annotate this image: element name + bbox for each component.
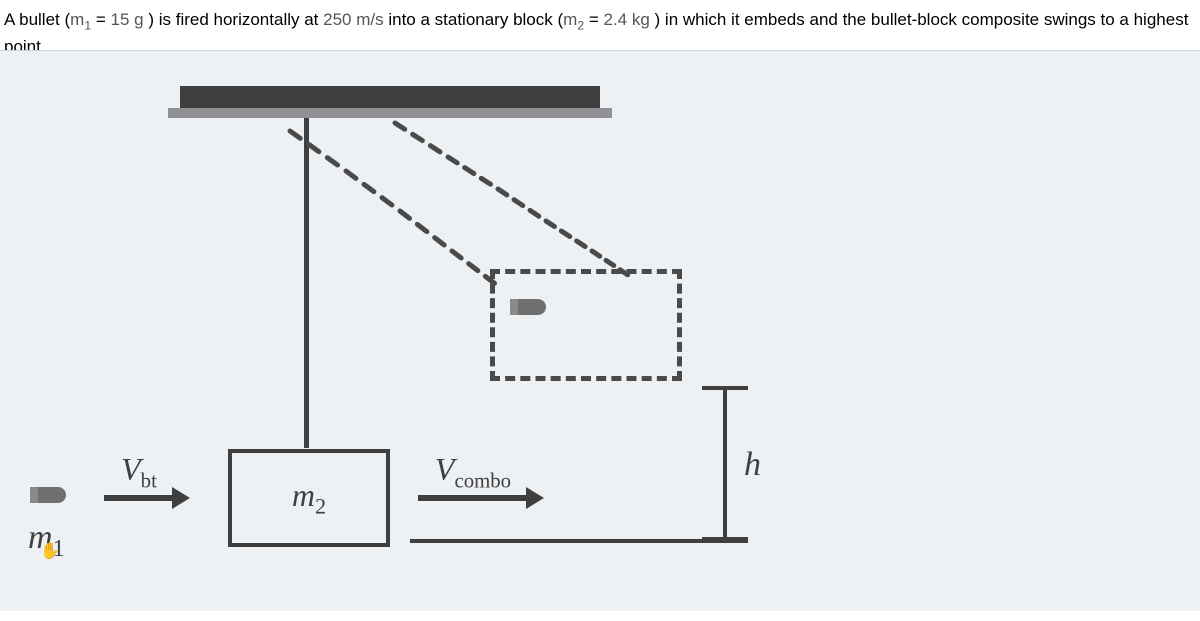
h-bracket-stem — [723, 386, 727, 540]
text: ) is fired horizontally at — [144, 10, 324, 29]
h-label: h — [744, 446, 761, 484]
vbt-value: 250 m/s — [323, 10, 383, 29]
bullet-initial — [30, 487, 66, 503]
m2-label: m2 — [292, 477, 326, 519]
block-m2: m2 — [228, 449, 390, 547]
text: = — [584, 10, 603, 29]
cursor-icon: ✋ — [40, 541, 60, 561]
vcombo-arrow-icon — [418, 495, 528, 501]
text: = — [91, 10, 110, 29]
diagram-canvas: m2 Vbt Vcombo m1 ✋ h — [0, 50, 1200, 611]
swung-block-outline — [490, 269, 682, 381]
support-shadow — [168, 108, 612, 118]
pendulum-string — [304, 118, 309, 448]
vbt-group: Vbt — [104, 451, 174, 501]
m1-value: 15 g — [111, 10, 144, 29]
m2-symbol: m2 — [563, 10, 584, 29]
support-bar — [180, 86, 600, 108]
bullet-in-block — [510, 299, 546, 315]
vbt-arrow-icon — [104, 495, 174, 501]
vcombo-group: Vcombo — [418, 451, 528, 501]
vcombo-label: Vcombo — [435, 451, 511, 493]
m2-value: 2.4 kg — [604, 10, 650, 29]
h-bracket-bottom — [702, 537, 748, 541]
text: into a stationary block ( — [384, 10, 564, 29]
ground-line — [410, 539, 748, 543]
m1-symbol: m1 — [70, 10, 91, 29]
vbt-label: Vbt — [121, 451, 157, 493]
text: A bullet ( — [4, 10, 70, 29]
